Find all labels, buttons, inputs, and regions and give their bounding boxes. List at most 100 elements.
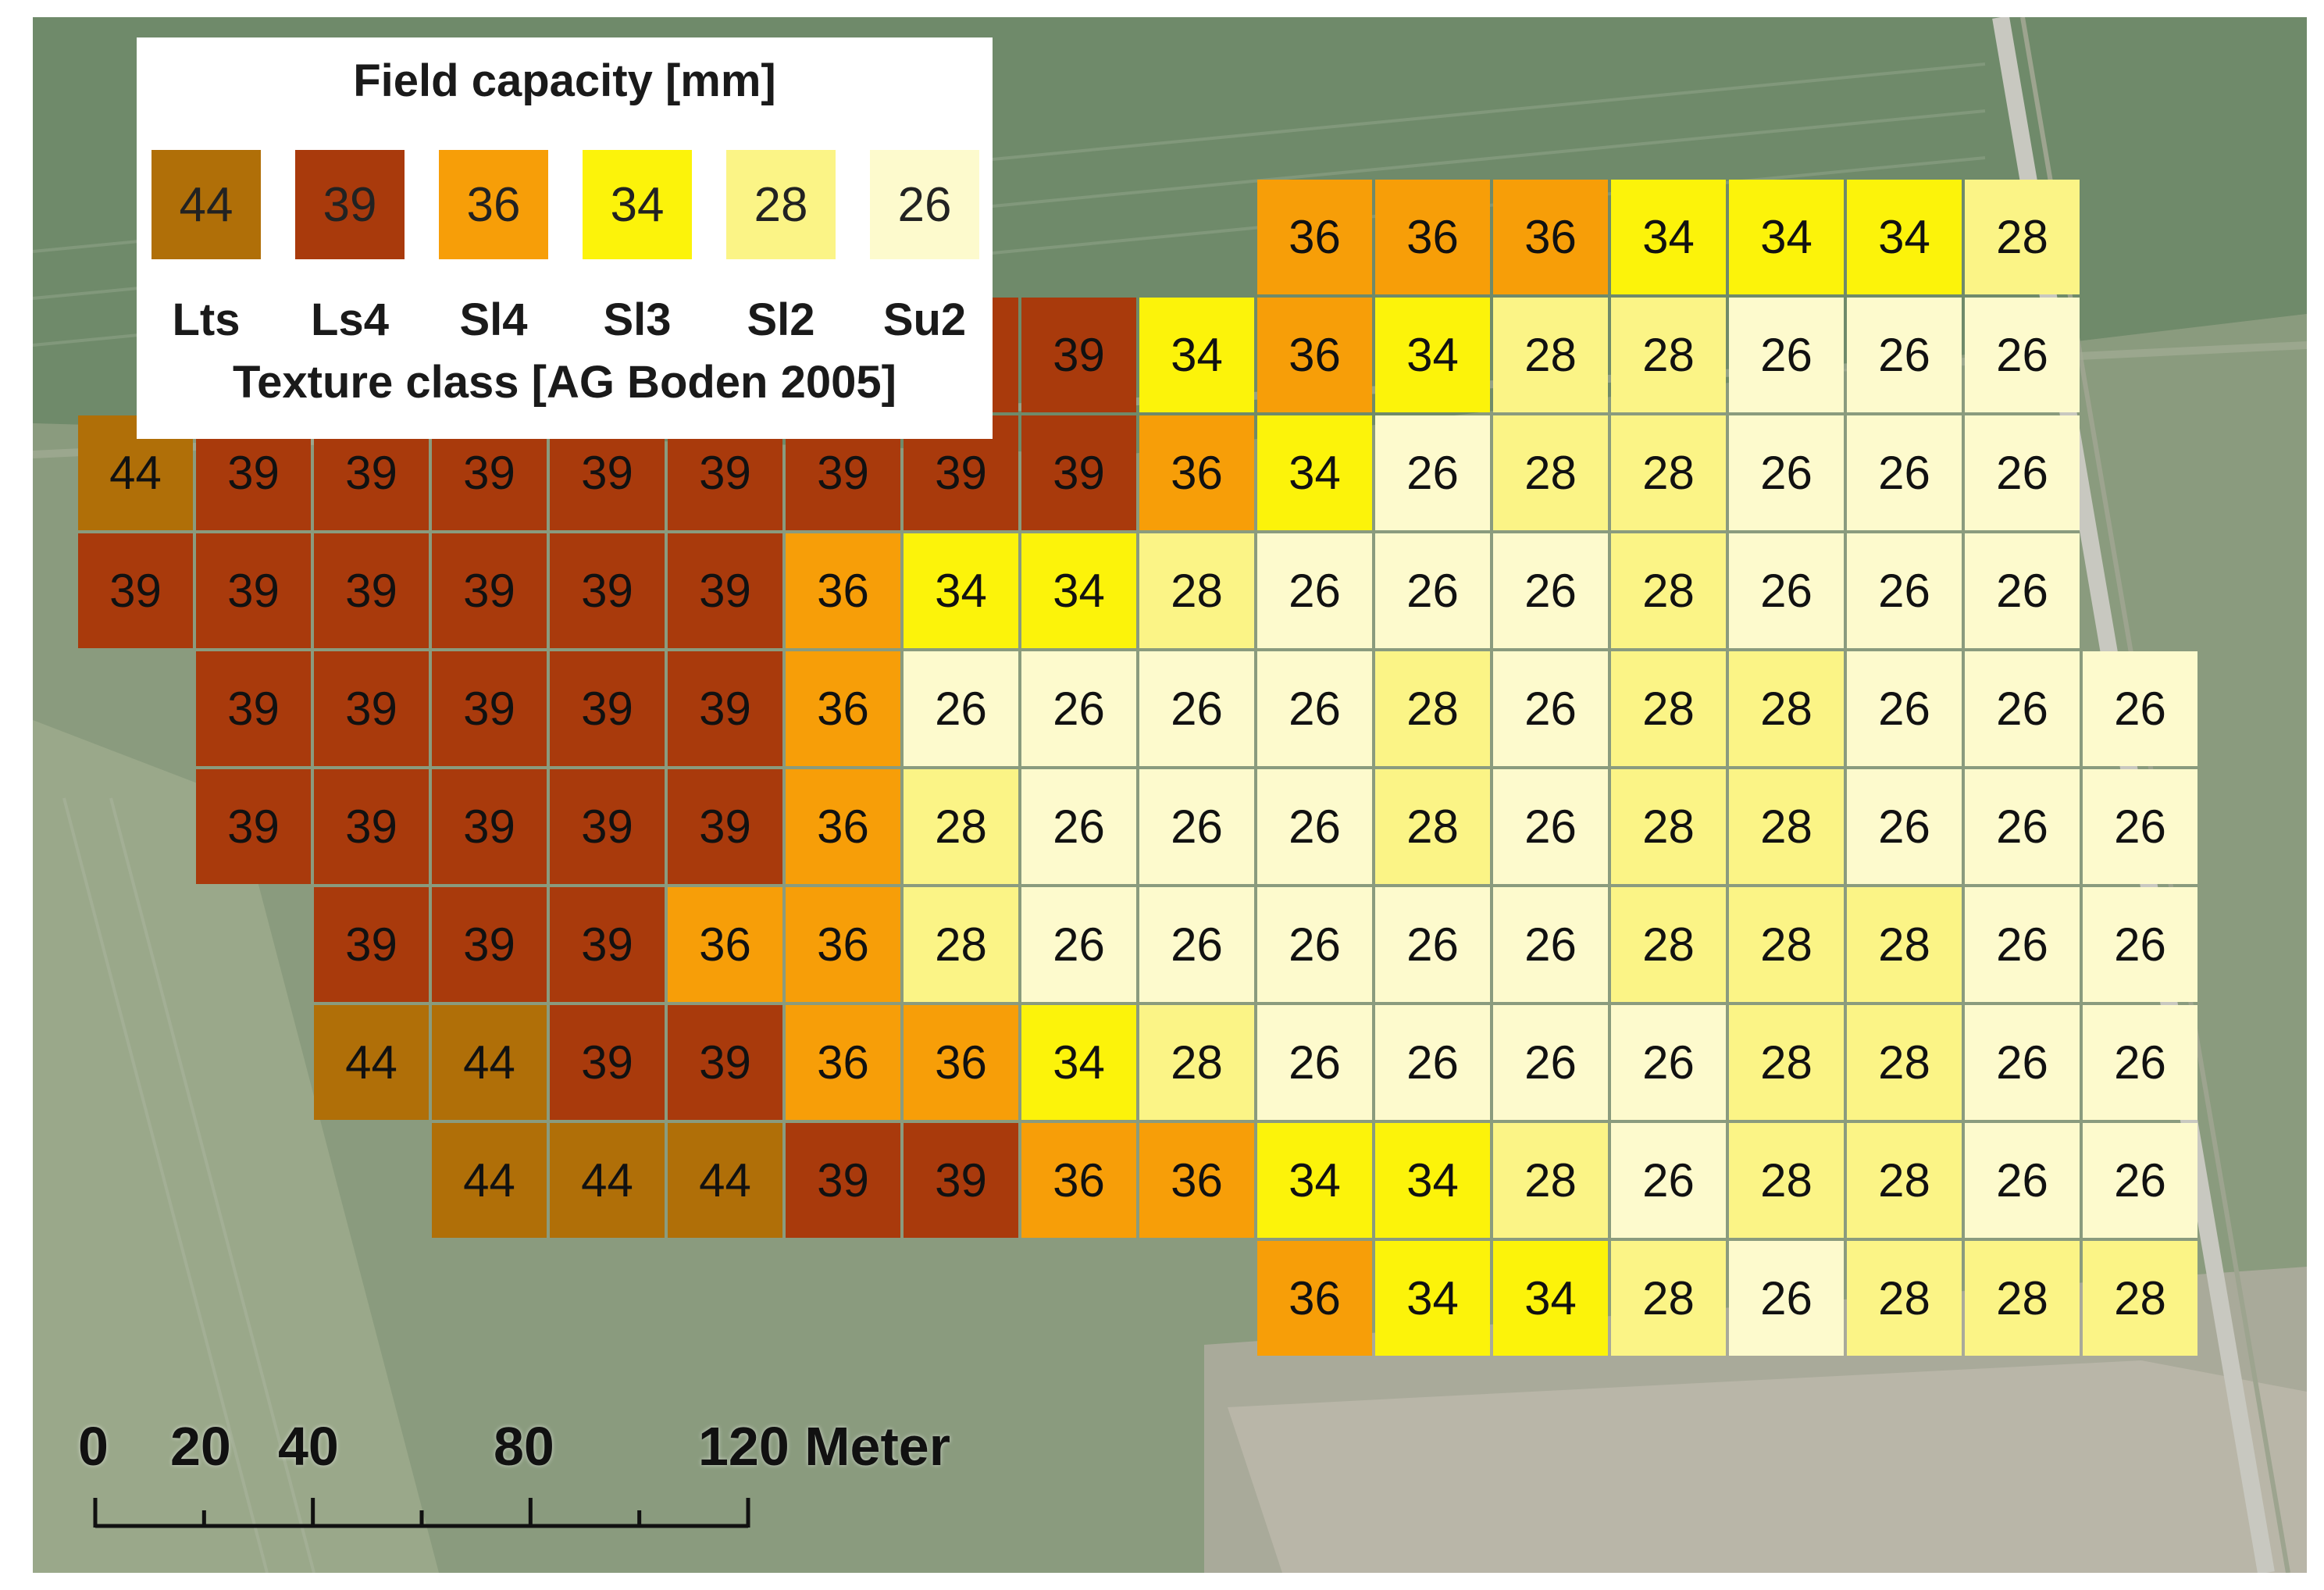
grid-cell: 26 <box>1257 533 1372 648</box>
grid-cell: 26 <box>1139 651 1254 766</box>
legend-swatch: 44 <box>151 150 261 259</box>
grid-cell: 26 <box>1257 769 1372 884</box>
grid-cell: 26 <box>1493 651 1608 766</box>
grid-cell: 26 <box>1965 1123 2080 1238</box>
grid-cell: 28 <box>1729 1123 1844 1238</box>
grid-cell: 28 <box>1139 533 1254 648</box>
grid-cell: 26 <box>1729 1241 1844 1356</box>
grid-cell: 26 <box>1847 769 1962 884</box>
grid-cell: 34 <box>1021 533 1136 648</box>
grid-cell: 39 <box>196 651 311 766</box>
grid-cell: 28 <box>904 887 1018 1002</box>
grid-cell: 28 <box>1611 533 1726 648</box>
grid-cell: 39 <box>1021 298 1136 412</box>
grid-cell: 39 <box>314 651 429 766</box>
grid-cell: 26 <box>1375 415 1490 530</box>
legend-class-label: Lts <box>172 294 241 345</box>
legend-swatch-value: 28 <box>754 177 808 232</box>
scale-label: 20 <box>170 1416 231 1477</box>
grid-cell: 26 <box>1021 651 1136 766</box>
grid-cell: 39 <box>314 769 429 884</box>
legend-swatch-value: 44 <box>179 177 233 232</box>
grid-cell: 36 <box>1493 180 1608 294</box>
grid-cell: 39 <box>668 533 782 648</box>
grid-cell: 36 <box>786 1005 900 1120</box>
scale-label: 40 <box>278 1416 339 1477</box>
grid-cell: 28 <box>1611 769 1726 884</box>
grid-cell: 26 <box>1965 533 2080 648</box>
grid-cell: 36 <box>1257 1241 1372 1356</box>
grid-cell: 44 <box>432 1123 547 1238</box>
legend-swatch: 36 <box>439 150 548 259</box>
grid-cell: 26 <box>1021 887 1136 1002</box>
legend-swatch: 39 <box>295 150 405 259</box>
grid-cell: 28 <box>1611 415 1726 530</box>
grid-cell: 26 <box>1257 1005 1372 1120</box>
grid-cell: 28 <box>1493 298 1608 412</box>
grid-cell: 39 <box>550 651 665 766</box>
grid-cell: 34 <box>1375 1123 1490 1238</box>
grid-cell: 28 <box>1493 1123 1608 1238</box>
grid-cell: 28 <box>1729 1005 1844 1120</box>
grid-cell: 34 <box>1375 1241 1490 1356</box>
grid-cell: 44 <box>550 1123 665 1238</box>
grid-cell: 28 <box>1375 769 1490 884</box>
grid-cell: 36 <box>786 769 900 884</box>
grid-cell: 39 <box>196 769 311 884</box>
grid-cell: 39 <box>1021 415 1136 530</box>
grid-cell: 39 <box>432 887 547 1002</box>
grid-cell: 34 <box>1257 1123 1372 1238</box>
grid-cell: 28 <box>1965 1241 2080 1356</box>
grid-cell: 36 <box>786 651 900 766</box>
grid-cell: 28 <box>904 769 1018 884</box>
grid-cell: 39 <box>432 651 547 766</box>
grid-cell: 28 <box>1847 1005 1962 1120</box>
grid-cell: 26 <box>1965 769 2080 884</box>
legend-class-label: Sl4 <box>459 294 528 345</box>
aerial-map: 3636363434342839393939393436342828262626… <box>33 17 2307 1573</box>
grid-cell: 34 <box>1847 180 1962 294</box>
grid-cell: 26 <box>2083 651 2197 766</box>
grid-cell: 26 <box>1847 533 1962 648</box>
grid-cell: 39 <box>550 887 665 1002</box>
grid-cell: 26 <box>1257 651 1372 766</box>
legend-swatch-value: 36 <box>466 177 521 232</box>
grid-cell: 28 <box>1729 769 1844 884</box>
grid-cell: 26 <box>1847 651 1962 766</box>
grid-cell: 26 <box>1611 1005 1726 1120</box>
legend: Field capacity [mm] 44 39 36 34 28 26 Lt… <box>137 37 993 439</box>
grid-cell: 44 <box>668 1123 782 1238</box>
grid-cell: 34 <box>904 533 1018 648</box>
grid-cell: 36 <box>1257 180 1372 294</box>
grid-cell: 39 <box>668 651 782 766</box>
grid-cell: 39 <box>196 533 311 648</box>
grid-cell: 39 <box>668 1005 782 1120</box>
scale-bar-graphic <box>93 1498 750 1528</box>
grid-cell: 28 <box>2083 1241 2197 1356</box>
legend-title: Field capacity [mm] <box>353 55 776 106</box>
grid-cell: 26 <box>1493 533 1608 648</box>
grid-cell: 36 <box>1139 415 1254 530</box>
grid-cell: 39 <box>432 533 547 648</box>
legend-class-label: Sl3 <box>603 294 672 345</box>
legend-class-label: Su2 <box>882 294 967 345</box>
grid-cell: 39 <box>314 887 429 1002</box>
grid-cell: 39 <box>78 533 193 648</box>
grid-cell: 28 <box>1493 415 1608 530</box>
grid-cell: 26 <box>1729 298 1844 412</box>
grid-cell: 36 <box>786 887 900 1002</box>
scale-label: 80 <box>494 1416 554 1477</box>
legend-subtitle: Texture class [AG Boden 2005] <box>233 357 896 408</box>
grid-cell: 34 <box>1021 1005 1136 1120</box>
grid-cell: 28 <box>1139 1005 1254 1120</box>
scale-ticks <box>93 1498 750 1528</box>
grid-cell: 28 <box>1729 887 1844 1002</box>
grid-cell: 26 <box>2083 1005 2197 1120</box>
grid-cell: 34 <box>1611 180 1726 294</box>
grid-cell: 39 <box>550 533 665 648</box>
grid-cell: 34 <box>1493 1241 1608 1356</box>
grid-cell: 28 <box>1611 298 1726 412</box>
legend-swatch-value: 39 <box>323 177 377 232</box>
grid-cell: 26 <box>2083 887 2197 1002</box>
